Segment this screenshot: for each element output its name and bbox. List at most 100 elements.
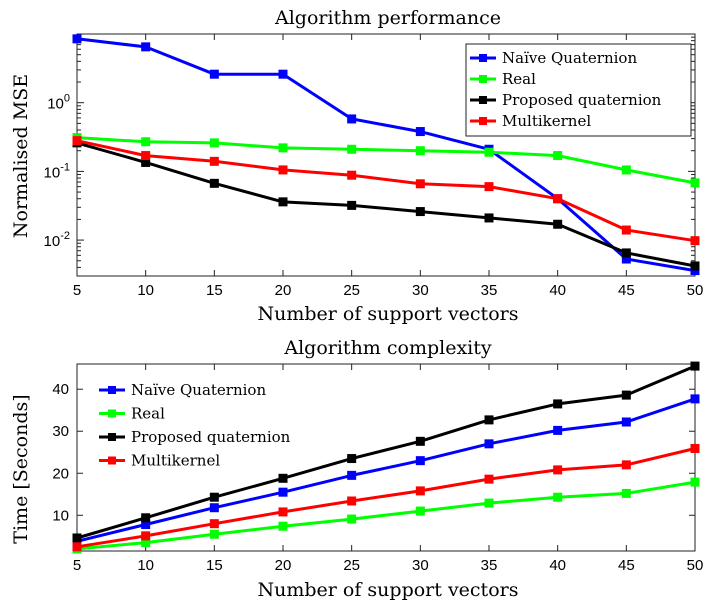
series-markers (72, 361, 700, 554)
chart-title: Algorithm performance (274, 7, 501, 29)
data-point-multikernel (72, 136, 82, 146)
x-tick-label: 25 (343, 557, 360, 574)
data-point-proposed-quaternion (278, 197, 288, 207)
series-line-real (76, 136, 696, 185)
data-point-multikernel (621, 460, 631, 470)
data-point-naive-quaternion (690, 394, 700, 404)
x-axis-label: Number of support vectors (258, 303, 519, 325)
data-point-multikernel (553, 194, 563, 204)
data-point-naive-quaternion (415, 127, 425, 137)
data-point-proposed-quaternion (484, 415, 494, 425)
data-point-multikernel (278, 165, 288, 175)
chart-algorithm-complexity: Algorithm complexity 5 10 15 20 25 30 35 40 45 50… (10, 337, 703, 601)
y-axis-label: Normalised MSE (10, 74, 32, 238)
y-tick-label: 30 (52, 423, 69, 440)
data-point-multikernel (415, 486, 425, 496)
series-line-naive-quaternion (76, 397, 696, 543)
data-point-naive-quaternion (72, 34, 82, 44)
plot-area (76, 363, 696, 552)
data-point-real (621, 488, 631, 498)
data-point-proposed-quaternion (621, 248, 631, 258)
x-tick-label: 30 (412, 282, 429, 299)
x-tick-label: 10 (137, 282, 154, 299)
data-point-proposed-quaternion (347, 454, 357, 464)
legend-marker-proposed-quaternion (479, 96, 487, 104)
data-point-naive-quaternion (621, 417, 631, 427)
legend: Naïve Quaternion Real Proposed quaternion M… (465, 43, 692, 137)
legend-marker-naive-quaternion (108, 386, 116, 394)
data-point-proposed-quaternion (415, 207, 425, 217)
plot-frame (76, 363, 696, 552)
series-line-real (76, 480, 696, 551)
legend-marker-multikernel (479, 117, 487, 125)
series-line-multikernel (76, 139, 696, 243)
data-point-real (553, 151, 563, 161)
x-tick-label: 40 (549, 282, 566, 299)
legend-marker-real (108, 409, 116, 418)
data-point-real (278, 143, 288, 153)
data-point-naive-quaternion (209, 69, 219, 79)
data-point-naive-quaternion (141, 42, 151, 52)
data-point-naive-quaternion (278, 69, 288, 79)
axis-ticks: 5 10 15 20 25 30 35 40 45 50 10-2 10-1 100 (44, 34, 704, 299)
data-point-proposed-quaternion (484, 213, 494, 223)
data-point-real (347, 514, 357, 524)
x-tick-label: 20 (275, 557, 292, 574)
legend-label-naive-quaternion: Naïve Quaternion (502, 49, 637, 67)
data-point-naive-quaternion (484, 439, 494, 449)
legend-marker-proposed-quaternion (108, 433, 116, 441)
data-point-multikernel (484, 474, 494, 484)
data-point-proposed-quaternion (415, 436, 425, 446)
x-tick-label: 50 (687, 557, 704, 574)
data-point-multikernel (347, 496, 357, 506)
y-tick-label: 100 (47, 93, 70, 113)
data-point-multikernel (415, 179, 425, 189)
legend-label-real: Real (502, 70, 536, 88)
data-point-multikernel (621, 225, 631, 235)
data-point-multikernel (553, 465, 563, 475)
x-tick-label: 35 (481, 557, 498, 574)
data-point-real (690, 477, 700, 487)
x-tick-label: 10 (137, 557, 154, 574)
x-tick-label: 5 (73, 282, 81, 299)
data-point-multikernel (209, 519, 219, 529)
y-tick-label: 10-1 (44, 161, 70, 181)
legend-label-multikernel: Multikernel (131, 452, 220, 470)
data-point-multikernel (690, 236, 700, 246)
data-point-naive-quaternion (278, 487, 288, 497)
legend-marker-real (479, 75, 487, 83)
series-lines (76, 37, 696, 273)
data-point-real (553, 492, 563, 502)
chart-title: Algorithm complexity (283, 337, 491, 359)
series-line-proposed-quaternion (76, 141, 696, 268)
data-point-multikernel (347, 170, 357, 180)
x-tick-label: 50 (687, 282, 704, 299)
data-point-multikernel (141, 531, 151, 541)
series-markers (72, 34, 700, 276)
legend-marker-multikernel (108, 456, 116, 465)
legend-marker-naive-quaternion (479, 54, 487, 62)
data-point-multikernel (690, 443, 700, 453)
data-point-proposed-quaternion (621, 390, 631, 400)
x-tick-label: 30 (412, 557, 429, 574)
legend-box (465, 43, 692, 137)
y-tick-label: 10-2 (44, 230, 70, 250)
data-point-proposed-quaternion (209, 492, 219, 502)
legend: Naïve Quaternion Real Proposed quaternion M… (99, 381, 291, 470)
data-point-real (278, 521, 288, 531)
x-axis-label: Number of support vectors (258, 579, 519, 601)
data-point-multikernel (278, 507, 288, 517)
legend-label-proposed-quaternion: Proposed quaternion (502, 91, 662, 109)
data-point-proposed-quaternion (553, 219, 563, 229)
x-tick-label: 45 (618, 282, 635, 299)
y-tick-label: 10 (52, 507, 69, 524)
series-line-proposed-quaternion (76, 364, 696, 540)
legend-label-real: Real (131, 405, 165, 423)
series-lines (76, 364, 696, 551)
plot-frame (76, 33, 696, 277)
data-point-naive-quaternion (209, 503, 219, 513)
x-tick-label: 5 (73, 557, 81, 574)
legend-label-proposed-quaternion: Proposed quaternion (131, 428, 291, 446)
data-point-real (621, 165, 631, 175)
